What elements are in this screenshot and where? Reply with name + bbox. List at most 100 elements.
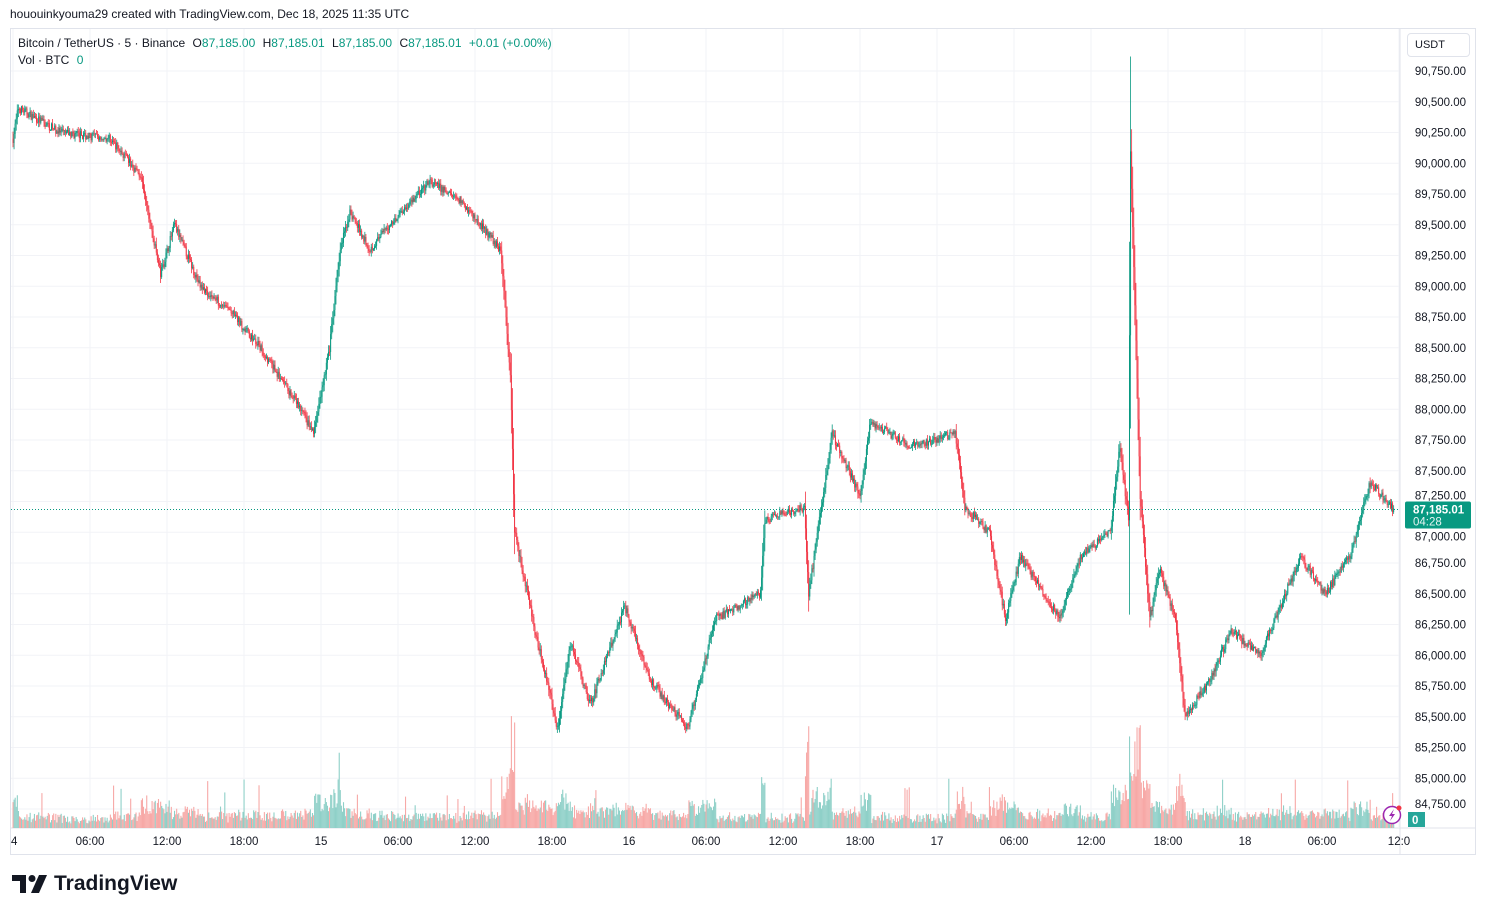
candle-body bbox=[126, 154, 128, 158]
candle-body bbox=[525, 585, 527, 587]
candle-body bbox=[156, 252, 158, 260]
candle-body bbox=[26, 108, 28, 115]
candle-body bbox=[485, 227, 487, 235]
volume-bar bbox=[945, 822, 947, 828]
candle-body bbox=[212, 295, 214, 299]
candle-body bbox=[467, 207, 469, 213]
volume-bar bbox=[271, 821, 273, 828]
volume-bar bbox=[973, 815, 976, 828]
candle-body bbox=[450, 193, 452, 196]
volume-bar bbox=[226, 813, 228, 828]
volume-bar bbox=[1345, 812, 1347, 828]
volume-bar bbox=[299, 813, 301, 828]
volume-bar bbox=[165, 803, 167, 828]
candle-body bbox=[941, 437, 943, 439]
volume-bar bbox=[1315, 817, 1317, 828]
volume-bar bbox=[919, 815, 921, 828]
candle-body bbox=[853, 478, 855, 481]
volume-bar bbox=[1374, 817, 1377, 828]
candle-body bbox=[486, 229, 488, 235]
volume-bar bbox=[733, 820, 735, 828]
candle-body bbox=[65, 131, 67, 133]
symbol-name[interactable]: Bitcoin / TetherUS · 5 · Binance bbox=[18, 36, 186, 50]
candle-body bbox=[924, 443, 926, 446]
volume-bar bbox=[440, 817, 442, 828]
candle-body bbox=[1011, 590, 1013, 594]
volume-bar bbox=[1262, 812, 1264, 828]
candle-body bbox=[1286, 593, 1288, 597]
volume-bar bbox=[317, 794, 319, 828]
candle-body bbox=[372, 248, 374, 251]
volume-bar bbox=[1328, 811, 1331, 828]
volume-bar bbox=[415, 812, 417, 828]
volume-bar bbox=[577, 812, 579, 828]
candle-body bbox=[1373, 488, 1375, 490]
volume-bar bbox=[203, 816, 206, 828]
volume-bar bbox=[785, 818, 787, 828]
volume-bar bbox=[771, 818, 773, 828]
volume-bar bbox=[885, 815, 887, 828]
candle-body bbox=[734, 605, 736, 608]
volume-bar bbox=[1147, 783, 1149, 828]
volume-bar bbox=[1285, 812, 1287, 828]
volume-bar bbox=[608, 814, 610, 828]
candle-body bbox=[1172, 609, 1174, 612]
volume-bar bbox=[118, 818, 120, 828]
candle-body bbox=[639, 649, 641, 652]
volume-bar bbox=[145, 808, 147, 828]
volume-bar bbox=[524, 797, 526, 828]
volume-bar bbox=[218, 812, 221, 828]
volume-bar bbox=[473, 812, 475, 828]
candle-body bbox=[101, 139, 103, 140]
candle-body bbox=[462, 200, 464, 204]
volume-bar bbox=[1289, 806, 1291, 828]
time-axis: 4 06:00 12:00 18:00 15 06:00 12:00 18:00 16 06:00… bbox=[11, 836, 1410, 848]
volume-bar bbox=[133, 817, 135, 828]
volume-bar bbox=[811, 798, 813, 828]
volume-bar bbox=[249, 817, 252, 828]
volume-bar bbox=[1318, 812, 1320, 828]
candle-body bbox=[91, 133, 93, 141]
volume-bar bbox=[907, 817, 909, 828]
candle-body bbox=[861, 484, 863, 491]
candle-body bbox=[518, 546, 520, 556]
candle-body bbox=[153, 238, 155, 246]
volume-bar bbox=[134, 814, 136, 828]
volume-bar bbox=[624, 810, 626, 828]
volume-bar bbox=[228, 812, 230, 828]
candle-body bbox=[609, 647, 611, 653]
candle-body bbox=[416, 193, 418, 196]
volume-bar bbox=[362, 819, 364, 828]
candle-body bbox=[1017, 563, 1019, 574]
candle-body bbox=[41, 117, 43, 120]
volume-bar bbox=[1142, 780, 1145, 828]
volume-bar bbox=[1301, 811, 1303, 828]
lightning-bolt-icon[interactable] bbox=[1382, 805, 1402, 825]
candle-body bbox=[871, 421, 873, 424]
volume-bar bbox=[369, 818, 371, 828]
volume-bar bbox=[978, 817, 980, 828]
volume-bar bbox=[294, 810, 296, 828]
price-tick-label: 85,250.00 bbox=[1415, 743, 1466, 755]
volume-bar bbox=[542, 802, 545, 828]
high-label: H bbox=[262, 36, 272, 50]
candle-body bbox=[862, 474, 864, 485]
volume-bar bbox=[30, 822, 32, 828]
candle-body bbox=[234, 314, 236, 316]
tradingview-logo[interactable]: TradingView bbox=[12, 872, 177, 896]
volume-bar bbox=[167, 806, 169, 828]
volume-bar bbox=[1211, 818, 1213, 828]
volume-bar bbox=[1210, 814, 1212, 828]
volume-bar bbox=[1331, 818, 1333, 828]
candle-body bbox=[782, 510, 784, 514]
currency-button[interactable]: USDT bbox=[1407, 33, 1470, 57]
candle-body bbox=[770, 516, 772, 522]
volume-bar bbox=[780, 822, 782, 828]
candle-body bbox=[452, 195, 454, 197]
volume-bar bbox=[88, 820, 90, 828]
candle-body bbox=[1278, 607, 1280, 612]
candle-body bbox=[926, 439, 928, 446]
candle-body bbox=[1194, 704, 1196, 706]
volume-bar bbox=[531, 808, 533, 828]
